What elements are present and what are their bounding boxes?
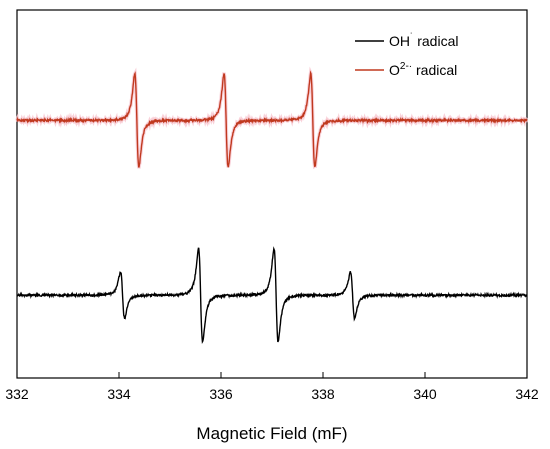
x-tick-label: 338 xyxy=(311,386,335,402)
series-line-1 xyxy=(16,70,528,168)
legend: OH˙ radical O2-· radical xyxy=(355,32,458,78)
x-tick-label: 336 xyxy=(209,386,233,402)
series-line-0 xyxy=(16,246,528,345)
x-axis-title: Magnetic Field (mF) xyxy=(196,424,347,443)
legend-label-1: O2-· radical xyxy=(389,61,457,78)
plot-frame xyxy=(16,9,528,379)
x-ticks: 332 334 336 338 340 342 xyxy=(5,372,539,402)
x-tick-label: 340 xyxy=(413,386,437,402)
x-tick-label: 334 xyxy=(107,386,131,402)
legend-label-0: OH˙ radical xyxy=(389,32,458,49)
x-tick-label: 332 xyxy=(5,386,29,402)
x-tick-label: 342 xyxy=(515,386,539,402)
series-layer xyxy=(15,66,529,345)
